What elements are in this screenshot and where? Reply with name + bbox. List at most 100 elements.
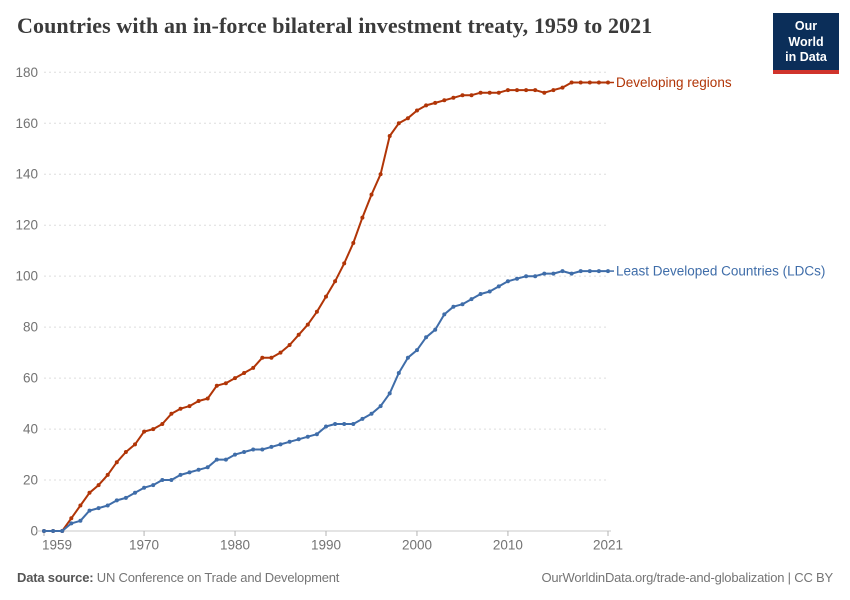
y-tick-label: 180	[15, 65, 38, 80]
y-tick-label: 40	[23, 422, 38, 437]
attribution-link[interactable]: OurWorldinData.org/trade-and-globalizati…	[541, 570, 833, 585]
series-label-developing-regions[interactable]: Developing regions	[616, 75, 732, 90]
owid-logo[interactable]: Our World in Data	[773, 13, 839, 74]
data-point-marker	[396, 121, 401, 126]
data-point-marker	[42, 529, 46, 533]
y-tick-label: 120	[15, 218, 38, 233]
data-point-marker	[60, 529, 65, 533]
data-point-marker	[305, 322, 310, 327]
series-line-developing-regions[interactable]	[43, 81, 609, 532]
data-source-note: Data source: UN Conference on Trade and …	[17, 570, 339, 585]
data-point-marker	[251, 447, 256, 452]
data-point-marker	[178, 406, 183, 411]
data-point-marker	[542, 271, 547, 276]
y-tick-label: 160	[15, 116, 38, 131]
data-point-marker	[396, 371, 401, 375]
data-point-marker	[387, 134, 392, 138]
data-point-marker	[342, 261, 347, 266]
data-point-marker	[242, 371, 247, 375]
chart-footer: Data source: UN Conference on Trade and …	[17, 570, 833, 585]
data-point-marker	[223, 381, 228, 386]
data-point-marker	[278, 442, 283, 447]
data-point-marker	[469, 93, 474, 98]
data-point-marker	[233, 452, 237, 457]
x-tick-label: 1980	[220, 538, 250, 553]
data-point-marker	[569, 271, 574, 276]
series-least-developed-countries-ldcs[interactable]: Least Developed Countries (LDCs)	[42, 264, 825, 533]
data-point-marker	[451, 304, 456, 309]
data-point-marker	[223, 457, 228, 462]
series-label-least-developed-countries-ldcs[interactable]: Least Developed Countries (LDCs)	[616, 264, 825, 279]
data-point-marker	[405, 355, 410, 360]
data-point-marker	[496, 90, 501, 95]
data-point-marker	[369, 192, 374, 197]
data-point-marker	[260, 355, 265, 360]
data-point-marker	[596, 80, 601, 85]
x-tick-label: 1970	[129, 538, 159, 553]
series-line-least-developed-countries-ldcs[interactable]	[43, 270, 609, 532]
data-point-marker	[242, 450, 247, 454]
gridlines	[44, 71, 608, 481]
data-point-marker	[596, 269, 601, 274]
data-point-marker	[487, 90, 492, 95]
data-point-marker	[87, 490, 92, 495]
x-tick-label: 1959	[42, 538, 72, 553]
data-point-marker	[496, 284, 501, 289]
y-tick-label: 80	[23, 320, 38, 335]
y-tick-label: 100	[15, 269, 38, 284]
data-point-marker	[387, 391, 392, 396]
data-point-marker	[169, 411, 174, 416]
x-tick-label: 2010	[493, 538, 523, 553]
data-point-marker	[424, 103, 429, 108]
data-point-marker	[251, 365, 256, 370]
data-point-marker	[105, 472, 110, 477]
data-point-marker	[542, 90, 547, 95]
x-tick-label: 1990	[311, 538, 341, 553]
data-point-marker	[606, 80, 610, 85]
data-point-marker	[569, 80, 574, 85]
data-point-marker	[123, 495, 128, 500]
data-point-marker	[142, 485, 147, 490]
data-point-marker	[442, 312, 447, 317]
data-point-marker	[578, 269, 583, 274]
data-point-marker	[305, 434, 310, 439]
data-point-marker	[505, 279, 510, 284]
data-point-marker	[151, 483, 156, 488]
data-point-marker	[214, 383, 219, 388]
data-point-marker	[587, 80, 592, 85]
chart-title: Countries with an in-force bilateral inv…	[17, 13, 653, 38]
data-point-marker	[578, 80, 583, 85]
data-point-marker	[551, 88, 556, 93]
data-point-marker	[487, 289, 492, 294]
data-point-marker	[169, 478, 174, 482]
data-point-marker	[324, 424, 328, 429]
data-point-marker	[278, 350, 283, 355]
data-point-marker	[424, 335, 429, 340]
data-point-marker	[469, 297, 474, 302]
data-point-marker	[78, 518, 83, 523]
data-point-marker	[360, 215, 365, 220]
data-point-marker	[151, 427, 156, 432]
data-point-marker	[533, 88, 538, 93]
data-point-marker	[515, 88, 519, 93]
data-point-marker	[333, 422, 338, 426]
data-point-marker	[160, 422, 165, 426]
data-point-marker	[451, 95, 456, 100]
series-developing-regions[interactable]: Developing regions	[42, 75, 732, 533]
data-point-marker	[287, 343, 292, 347]
data-point-marker	[187, 470, 192, 475]
data-point-marker	[269, 355, 274, 360]
data-point-marker	[460, 302, 465, 307]
x-axis: 1959 1970 1980 1990 2000 2010 2021	[42, 531, 623, 553]
data-point-marker	[405, 116, 410, 121]
data-point-marker	[442, 98, 447, 103]
data-point-marker	[114, 460, 119, 465]
data-point-marker	[360, 416, 365, 421]
data-point-marker	[515, 276, 519, 281]
data-point-marker	[314, 309, 319, 314]
x-tick-label: 2000	[402, 538, 432, 553]
data-point-marker	[196, 467, 201, 472]
data-point-marker	[551, 271, 556, 276]
data-point-marker	[96, 483, 101, 488]
